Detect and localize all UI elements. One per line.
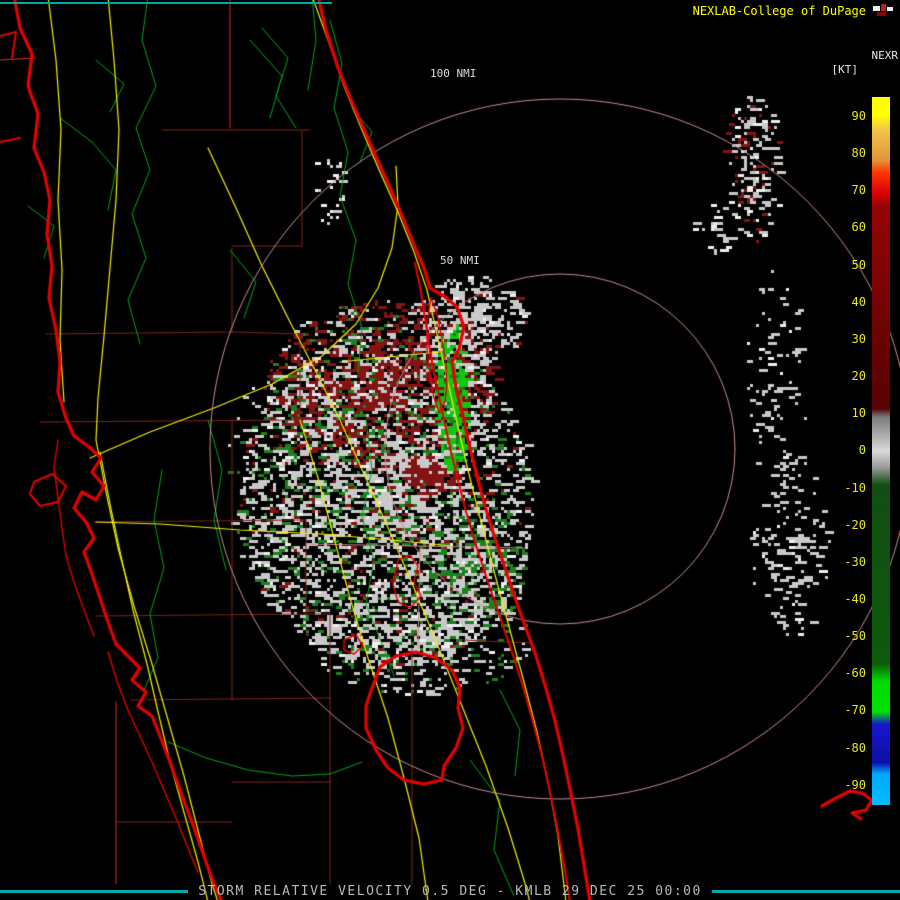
legend-tick: -20 [844,517,866,532]
velocity-color-scale-bar [872,97,890,805]
legend-units: [KT] [831,63,859,76]
legend-tick: -50 [844,629,866,644]
legend-tick: 0 [858,443,866,458]
legend-tick: -60 [844,666,866,681]
footer-divider-left [0,889,189,893]
cod-logo-icon [873,4,893,16]
legend-tick: 80 [851,146,866,161]
legend-tick: 40 [851,294,866,309]
legend-tick: -80 [844,740,866,755]
legend-tick: 20 [851,369,866,384]
credit-text: NEXLAB-College of DuPage [692,4,866,18]
legend-title: NEXR [871,49,899,62]
header-credit: NEXLAB-College of DuPage [693,3,894,19]
legend-tick: 60 [851,220,866,235]
legend-tick: 50 [851,257,866,272]
range-ring-label: 50 NMI [438,254,482,267]
footer: STORM RELATIVE VELOCITY 0.5 DEG - KMLB 2… [0,883,900,899]
legend-tick: -30 [844,554,866,569]
legend-tick: -90 [844,777,866,792]
top-divider-line [0,2,332,4]
legend-tick: -70 [844,703,866,718]
legend-tick: 30 [851,331,866,346]
legend-tick: -10 [844,480,866,495]
legend-tick: -40 [844,591,866,606]
footer-divider-right [711,889,900,893]
legend-tick: 70 [851,183,866,198]
legend-tick: 10 [851,406,866,421]
range-ring-label: 100 NMI [428,67,479,80]
legend-tick: 90 [851,109,866,123]
product-title: STORM RELATIVE VELOCITY 0.5 DEG - KMLB 2… [198,883,702,899]
